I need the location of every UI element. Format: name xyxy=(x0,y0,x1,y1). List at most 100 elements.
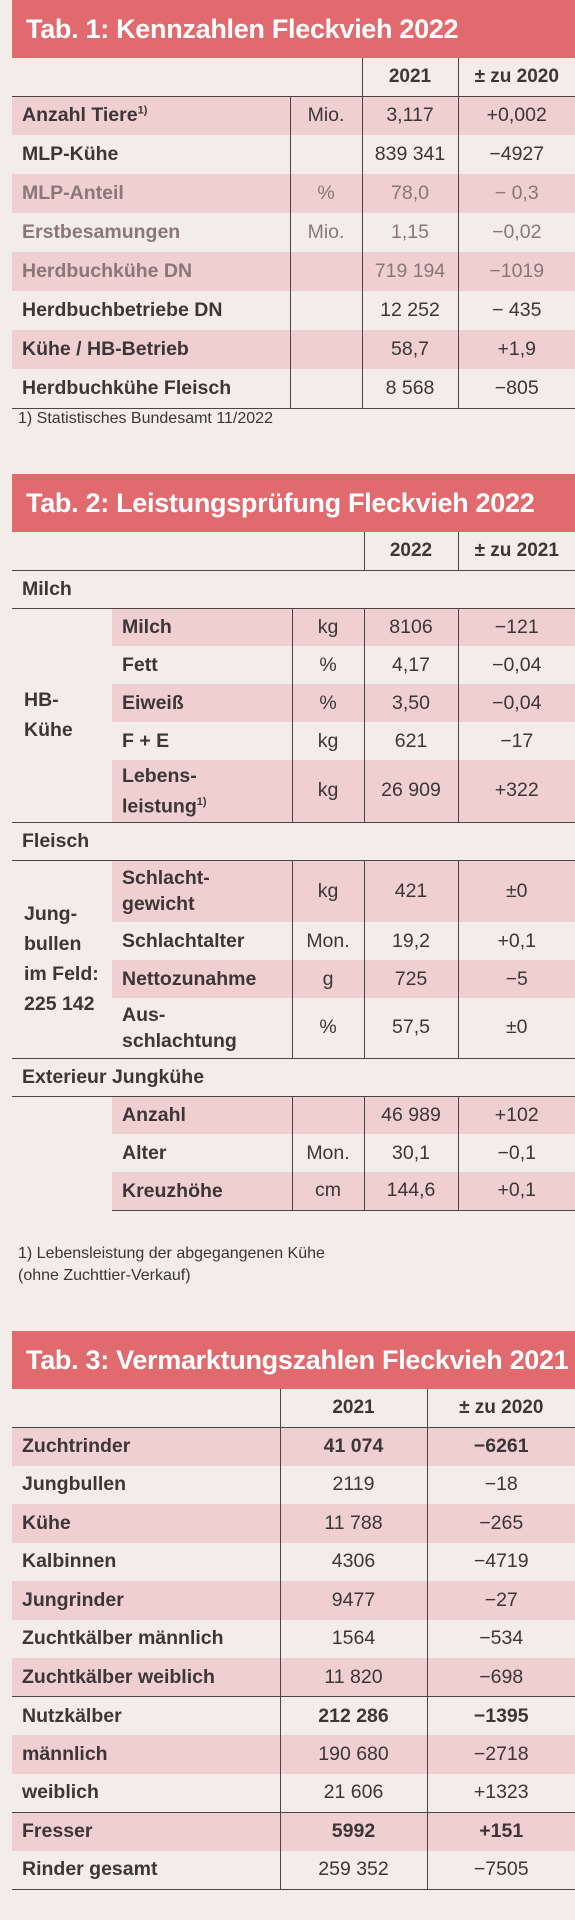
tab3-row: weiblich 21 606 +1323 xyxy=(12,1773,575,1812)
tab3-row: Zuchtrinder 41 074 −6261 xyxy=(12,1426,575,1466)
tab2-row-value: 725 xyxy=(363,960,458,998)
tab1-footnote: 1) Statistisches Bundesamt 11/2022 xyxy=(18,410,273,427)
tab1-row-unit xyxy=(289,369,362,409)
tab2-row-unit: kg xyxy=(291,722,364,760)
tab2-row-label: Alter xyxy=(122,1142,167,1164)
tab2-row-diff: +0,1 xyxy=(457,1172,575,1211)
tab2-row-label: Aus-schlachtung xyxy=(122,1003,237,1052)
tab3-col-year: 2021 xyxy=(279,1389,427,1428)
tab1-row-label: Anzahl Tiere1) xyxy=(12,96,290,135)
tab2-row-label: Kreuzhöhe xyxy=(112,1172,292,1211)
tab2-row-diff: +102 xyxy=(457,1096,575,1134)
tab3-row: Nutzkälber 212 286 −1395 xyxy=(12,1696,575,1735)
tab3-row-label: Jungrinder xyxy=(12,1581,280,1620)
tab2-header-row: 2022 ± zu 2021 xyxy=(12,532,575,571)
tab3-row-value: 41 074 xyxy=(279,1426,427,1466)
tab1-row-unit: Mio. xyxy=(289,213,362,252)
tab3-row: Fresser 5992 +151 xyxy=(12,1811,575,1851)
tab3-row: Kalbinnen 4306 −4719 xyxy=(12,1542,575,1581)
tab2-row: Lebens-leistung1) kg 26 909 +322 xyxy=(12,760,575,822)
tab2-row-unit: g xyxy=(291,960,364,998)
tab1-row: Erstbesamungen Mio. 1,15 −0,02 xyxy=(12,213,575,252)
tab2-row-value: 57,5 xyxy=(363,998,458,1058)
tab3-row-value: 11 820 xyxy=(279,1658,427,1697)
tab2-footnote-line2: (ohne Zuchttier-Verkauf) xyxy=(18,1267,191,1284)
tab2-col-diff: ± zu 2021 xyxy=(457,532,575,571)
tab2-row-diff: +322 xyxy=(457,760,575,822)
tab2-row-value: 4,17 xyxy=(363,646,458,684)
tab3-row-label: Kalbinnen xyxy=(22,1550,117,1573)
tab2-row: Aus-schlachtung% 57,5 ±0 xyxy=(12,998,575,1058)
tab2-row-label: Eiweiß xyxy=(112,684,292,722)
tab3-row-label: Zuchtrinder xyxy=(12,1426,280,1466)
tab2-section-exterieur: Exterieur Jungkühe xyxy=(12,1057,575,1097)
tab2-row: HB- Kühe Milch kg 8106 −121 xyxy=(12,608,575,822)
tab2-row-unit: % xyxy=(291,646,364,684)
tab3-table: 2021 ± zu 2020 Zuchtrinder 41 074 −6261 Jun… xyxy=(12,1389,575,1890)
tab1-row: Kühe / HB-Betrieb 58,7 +1,9 xyxy=(12,330,575,369)
tab2-row-unit: kg xyxy=(291,608,364,646)
tab3-row: Zuchtkälber männlich 1564 −534 xyxy=(12,1619,575,1658)
tab2-row-value: 3,50 xyxy=(363,684,458,722)
tab2-row-value: 30,1 xyxy=(363,1134,458,1172)
tab3-row-diff: +1323 xyxy=(426,1773,575,1812)
tab3-row-value: 21 606 xyxy=(279,1773,427,1812)
tab1-title: Tab. 1: Kennzahlen Fleckvieh 2022 xyxy=(12,0,575,58)
tab2-row-diff: +0,1 xyxy=(457,922,575,960)
tab1-row: MLP-Anteil% 78,0− 0,3 xyxy=(12,174,575,213)
tab2-row-value: 621 xyxy=(363,722,458,760)
tab2-row: Alter Mon. 30,1 −0,1 xyxy=(12,1134,575,1172)
tab2-row-value: 26 909 xyxy=(363,760,458,822)
tab1-row-value: 78,0 xyxy=(361,174,458,213)
tab3-row-label: Zuchtkälber männlich xyxy=(22,1627,224,1650)
tab2-row-label: Nettozunahme xyxy=(112,960,292,998)
tab2-row-diff: −0,04 xyxy=(457,684,575,722)
tab3-row-diff: −18 xyxy=(426,1465,575,1504)
tab3-row-label: Zuchtkälber weiblich xyxy=(12,1658,280,1697)
tab3-title: Tab. 3: Vermarktungszahlen Fleckvieh 202… xyxy=(12,1331,575,1389)
tab2-row: Eiweiß% 3,50 −0,04 xyxy=(12,684,575,722)
tab2-row-label: Schlacht-gewicht xyxy=(112,860,292,922)
tab2-section-fleisch: Fleisch xyxy=(12,821,575,861)
tab2-row-unit: % xyxy=(291,684,364,722)
tab3-row: Zuchtkälber weiblich 11 820 −698 xyxy=(12,1658,575,1697)
tab2-row-value: 421 xyxy=(363,860,458,922)
tab2-row: Jung-bullen im Feld: 225 142 Schlacht-gewic… xyxy=(12,860,575,1058)
tab3-row-value: 9477 xyxy=(279,1581,427,1620)
tab3-row: männlich 190 680 −2718 xyxy=(12,1735,575,1774)
tab1-row-diff: +0,002 xyxy=(457,96,575,135)
tab1-row-value: 839 341 xyxy=(361,135,458,174)
tab3-row-value: 190 680 xyxy=(279,1735,427,1774)
tab1-row-unit xyxy=(289,252,362,291)
tab1-row-label: MLP-Anteil xyxy=(12,174,290,213)
tab3-row-diff: −4719 xyxy=(426,1542,575,1581)
tab2-row-label: Schlachtalter xyxy=(122,930,245,952)
tab2-col-year: 2022 xyxy=(363,532,458,571)
tab3-row-label: Kühe xyxy=(12,1504,280,1543)
tab2-title: Tab. 2: Leistungsprüfung Fleckvieh 2022 xyxy=(12,474,575,532)
tab1-row-label: Herdbuchbetriebe DN xyxy=(22,299,223,321)
tab2-table: 2022 ± zu 2021 Milch HB- Kühe Milch kg 8106−… xyxy=(12,532,575,1211)
tab2-row-label: Anzahl xyxy=(112,1096,292,1134)
tab3-row-diff: −265 xyxy=(426,1504,575,1543)
tab2-row-label: Lebens-leistung1) xyxy=(112,760,292,822)
tab3-row: Jungrinder 9477 −27 xyxy=(12,1581,575,1620)
tab2-row-unit: % xyxy=(291,998,364,1058)
tab1-row: Herdbuchbetriebe DN 12 252− 435 xyxy=(12,291,575,330)
tab3-row-value: 4306 xyxy=(279,1542,427,1581)
tab1-row: MLP-Kühe 839 341 −4927 xyxy=(12,135,575,174)
tab1-row-diff: −0,02 xyxy=(457,213,575,252)
tab2-row-label: Fett xyxy=(122,654,158,676)
tab2-footnote-line1: 1) Lebensleistung der abgegangenen Kühe xyxy=(18,1245,325,1262)
tab1-row-diff: − 0,3 xyxy=(457,174,575,213)
tab1-row-diff: − 435 xyxy=(457,291,575,330)
tab2-row-diff: −121 xyxy=(457,608,575,646)
tab1-row-unit xyxy=(289,330,362,369)
tab1-row-unit: Mio. xyxy=(289,96,362,135)
tab3-row: Rinder gesamt 259 352 −7505 xyxy=(12,1850,575,1890)
tab2-row-unit: Mon. xyxy=(291,1134,364,1172)
tab1-row-value: 3,117 xyxy=(361,96,458,135)
tab1-row: Herdbuchkühe DN 719 194 −1019 xyxy=(12,252,575,291)
tab3-row-value: 1564 xyxy=(279,1619,427,1658)
tab1-row-label: MLP-Kühe xyxy=(22,143,119,165)
